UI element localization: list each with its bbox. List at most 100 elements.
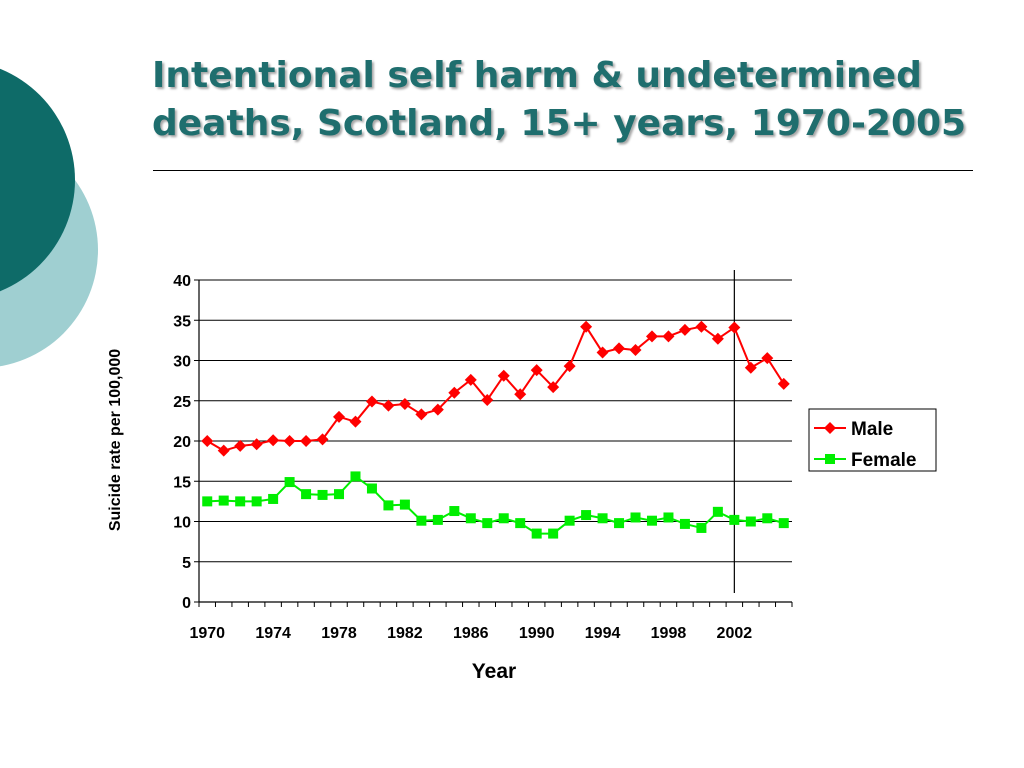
data-point-male	[777, 377, 790, 390]
data-point-female	[729, 514, 740, 525]
data-point-male	[382, 399, 395, 412]
y-tick-label: 0	[182, 595, 191, 612]
data-point-female	[416, 515, 427, 526]
data-point-female	[366, 483, 377, 494]
legend-marker	[824, 422, 836, 434]
decorative-circles	[0, 68, 98, 367]
data-point-female	[646, 515, 657, 526]
data-point-male	[761, 352, 774, 365]
data-point-male	[497, 369, 510, 382]
data-point-male	[596, 346, 609, 359]
data-point-male	[514, 388, 527, 401]
data-point-male	[316, 433, 329, 446]
data-point-male	[530, 364, 543, 377]
data-point-male	[398, 397, 411, 410]
data-point-male	[481, 393, 494, 406]
data-point-male	[645, 330, 658, 343]
data-point-male	[267, 434, 280, 447]
slide-title-line-2: deaths, Scotland, 15+ years, 1970-2005	[152, 103, 967, 144]
y-tick-label: 15	[173, 474, 191, 491]
data-point-female	[581, 510, 592, 521]
data-point-male	[333, 410, 346, 423]
y-tick-label: 10	[173, 515, 191, 532]
slide-title: Intentional self harm & undetermined dea…	[152, 52, 992, 148]
data-point-male	[695, 320, 708, 333]
data-point-female	[696, 522, 707, 533]
data-point-female	[235, 496, 246, 507]
data-point-female	[548, 528, 559, 539]
data-point-female	[383, 500, 394, 511]
data-point-female	[301, 489, 312, 500]
data-point-female	[317, 489, 328, 500]
series-female	[202, 471, 789, 539]
data-point-male	[250, 438, 263, 451]
data-point-male	[415, 408, 428, 421]
data-point-male	[580, 320, 593, 333]
data-point-male	[234, 439, 247, 452]
data-point-female	[498, 513, 509, 524]
x-tick-label: 1998	[651, 625, 687, 642]
data-point-female	[745, 516, 756, 527]
x-tick-label: 1986	[453, 625, 489, 642]
legend-item-male: Male	[814, 419, 893, 440]
data-point-female	[663, 512, 674, 523]
data-point-male	[349, 415, 362, 428]
data-point-female	[679, 518, 690, 529]
data-point-male	[662, 330, 675, 343]
data-point-female	[597, 513, 608, 524]
decorative-circle-dark	[0, 68, 75, 292]
x-tick-label: 1982	[387, 625, 423, 642]
data-point-female	[449, 506, 460, 517]
y-tick-label: 30	[173, 354, 191, 371]
data-point-female	[762, 513, 773, 524]
data-point-male	[464, 373, 477, 386]
data-point-male	[448, 386, 461, 399]
y-tick-label: 40	[173, 273, 191, 290]
slide-title-line-1: Intentional self harm & undetermined	[152, 55, 922, 96]
data-point-male	[629, 344, 642, 357]
data-point-male	[547, 381, 560, 394]
data-point-male	[283, 435, 296, 447]
axes: 0 5 10 15 20 25 30 35 40 1970 1974 1978 1982 1986 1990…	[173, 270, 793, 642]
legend-label: Female	[851, 450, 916, 471]
data-point-female	[218, 495, 229, 506]
series-line-male	[206, 324, 785, 452]
data-point-male	[728, 321, 741, 334]
data-point-female	[334, 489, 345, 500]
y-tick-label: 25	[173, 394, 191, 411]
data-point-male	[563, 360, 576, 373]
x-tick-label: 1974	[255, 625, 291, 642]
data-point-female	[778, 518, 789, 529]
legend-item-female: Female	[814, 450, 916, 471]
data-point-female	[399, 499, 410, 510]
data-point-female	[531, 528, 542, 539]
x-tick-label: 2002	[717, 625, 753, 642]
data-point-female	[465, 513, 476, 524]
legend: Male Female	[808, 408, 937, 472]
series	[201, 320, 790, 539]
y-tick-label: 20	[173, 434, 191, 451]
data-point-male	[613, 342, 626, 355]
data-point-female	[614, 518, 625, 529]
series-male	[201, 320, 790, 457]
data-point-female	[482, 518, 493, 529]
data-point-female	[564, 515, 575, 526]
legend-marker	[825, 454, 835, 464]
x-tick-label: 1978	[321, 625, 357, 642]
data-point-male	[201, 435, 214, 447]
data-point-female	[284, 477, 295, 488]
legend-label: Male	[851, 419, 893, 440]
data-point-female	[630, 512, 641, 523]
y-tick-label: 5	[182, 555, 191, 572]
data-point-male	[711, 332, 724, 345]
data-point-female	[515, 518, 526, 529]
data-point-female	[268, 493, 279, 504]
y-axis-title: Suicide rate per 100,000	[107, 349, 124, 531]
data-point-male	[431, 403, 444, 416]
data-point-male	[365, 395, 378, 408]
data-point-female	[350, 471, 361, 482]
data-point-male	[217, 444, 230, 457]
data-point-male	[300, 435, 313, 447]
data-point-female	[251, 496, 262, 507]
